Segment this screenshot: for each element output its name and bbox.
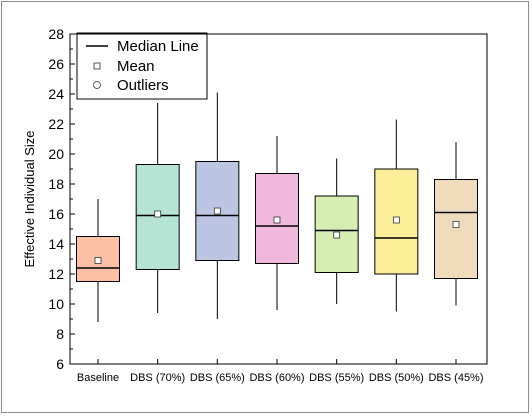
legend-label: Outliers [117, 77, 169, 94]
mean-marker [333, 231, 341, 239]
y-tick-label: 12 [48, 266, 64, 282]
y-tick-label: 24 [48, 86, 64, 102]
box-iqr [374, 168, 419, 275]
y-tick-label: 26 [48, 56, 64, 72]
mean-marker [392, 216, 400, 224]
x-tick-label: DBS (55%) [309, 372, 364, 384]
y-tick-label: 10 [48, 296, 64, 312]
legend-label: Mean [117, 58, 155, 75]
y-tick-label: 22 [48, 116, 64, 132]
y-tick-label: 6 [56, 356, 64, 372]
y-tick-label: 20 [48, 146, 64, 162]
legend-mean-swatch [93, 62, 101, 70]
y-tick-label: 16 [48, 206, 64, 222]
y-axis: 6 8 10 12 14 16 18 20 22 24 26 28 [48, 26, 75, 372]
y-axis-title: Effective Individual Size [22, 130, 37, 267]
x-tick-label: DBS (65%) [190, 372, 245, 384]
x-tick-label: DBS (70%) [130, 372, 185, 384]
y-tick-label: 28 [48, 26, 64, 42]
box-group [135, 103, 180, 313]
y-tick-label: 18 [48, 176, 64, 192]
x-tick-label: DBS (60%) [249, 372, 304, 384]
plot-area-border [69, 33, 488, 365]
mean-marker [94, 257, 102, 264]
box-group [195, 92, 240, 319]
legend-label: Median Line [117, 38, 199, 55]
box-group [76, 199, 120, 322]
mean-marker [154, 210, 162, 218]
x-axis: Baseline DBS (70%) DBS (65%) DBS (60%) DBS (… [77, 359, 484, 384]
y-tick-label: 14 [48, 236, 64, 252]
box-group [255, 136, 299, 310]
box-iqr [434, 179, 478, 279]
x-tick-label: DBS (50%) [369, 372, 424, 384]
mean-marker [273, 216, 281, 224]
mean-marker [452, 221, 460, 228]
legend-outlier-swatch [93, 81, 101, 89]
mean-marker [213, 207, 221, 215]
box-group [314, 158, 359, 304]
legend: Median Line Mean Outliers [76, 32, 208, 100]
x-tick-label: Baseline [77, 372, 119, 384]
y-tick-label: 8 [56, 326, 64, 342]
box-group [434, 142, 478, 306]
box-group [374, 119, 419, 312]
box-series [76, 92, 478, 322]
x-tick-label: DBS (45%) [428, 372, 483, 384]
